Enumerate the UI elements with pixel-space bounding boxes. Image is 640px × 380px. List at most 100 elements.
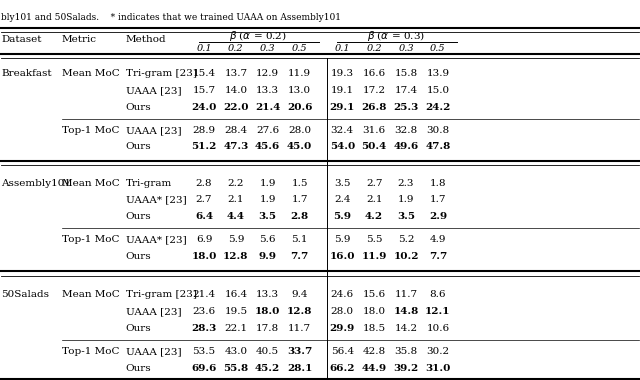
Text: Ours: Ours: [125, 212, 151, 221]
Text: Mean MoC: Mean MoC: [62, 290, 120, 299]
Text: 10.2: 10.2: [393, 252, 419, 261]
Text: 21.4: 21.4: [255, 103, 280, 111]
Text: 49.6: 49.6: [394, 142, 419, 152]
Text: 6.9: 6.9: [196, 235, 212, 244]
Text: 0.3: 0.3: [398, 44, 414, 53]
Text: 3.5: 3.5: [334, 179, 351, 188]
Text: Mean MoC: Mean MoC: [62, 69, 120, 78]
Text: 14.8: 14.8: [394, 307, 419, 316]
Text: 66.2: 66.2: [330, 364, 355, 372]
Text: 19.3: 19.3: [331, 69, 354, 78]
Text: $\beta$ ($\alpha$ = 0.2): $\beta$ ($\alpha$ = 0.2): [229, 29, 287, 43]
Text: 29.1: 29.1: [330, 103, 355, 111]
Text: 19.1: 19.1: [331, 86, 354, 95]
Text: 47.3: 47.3: [223, 142, 248, 152]
Text: $\beta$ ($\alpha$ = 0.3): $\beta$ ($\alpha$ = 0.3): [367, 29, 426, 43]
Text: 28.3: 28.3: [191, 323, 217, 332]
Text: 23.6: 23.6: [193, 307, 216, 316]
Text: 44.9: 44.9: [362, 364, 387, 372]
Text: 4.4: 4.4: [227, 212, 245, 221]
Text: Tri-gram: Tri-gram: [125, 179, 172, 188]
Text: 31.6: 31.6: [363, 126, 386, 135]
Text: 40.5: 40.5: [256, 347, 279, 356]
Text: 2.7: 2.7: [196, 195, 212, 204]
Text: 16.6: 16.6: [363, 69, 386, 78]
Text: 14.0: 14.0: [225, 86, 248, 95]
Text: 0.1: 0.1: [196, 44, 212, 53]
Text: 17.2: 17.2: [363, 86, 386, 95]
Text: UAAA* [23]: UAAA* [23]: [125, 235, 186, 244]
Text: UAAA [23]: UAAA [23]: [125, 86, 181, 95]
Text: Ours: Ours: [125, 323, 151, 332]
Text: 53.5: 53.5: [193, 347, 216, 356]
Text: 5.9: 5.9: [228, 235, 244, 244]
Text: 45.6: 45.6: [255, 142, 280, 152]
Text: 2.1: 2.1: [366, 195, 383, 204]
Text: 42.8: 42.8: [363, 347, 386, 356]
Text: 31.0: 31.0: [425, 364, 451, 372]
Text: 15.6: 15.6: [363, 290, 386, 299]
Text: 15.4: 15.4: [193, 69, 216, 78]
Text: Assembly101: Assembly101: [1, 179, 72, 188]
Text: 50.4: 50.4: [362, 142, 387, 152]
Text: 5.2: 5.2: [398, 235, 414, 244]
Text: 45.2: 45.2: [255, 364, 280, 372]
Text: 13.7: 13.7: [225, 69, 248, 78]
Text: 11.9: 11.9: [288, 69, 311, 78]
Text: 24.2: 24.2: [425, 103, 451, 111]
Text: 30.8: 30.8: [426, 126, 449, 135]
Text: 3.5: 3.5: [397, 212, 415, 221]
Text: Tri-gram [23]: Tri-gram [23]: [125, 69, 196, 78]
Text: 4.2: 4.2: [365, 212, 383, 221]
Text: 28.9: 28.9: [193, 126, 216, 135]
Text: 24.0: 24.0: [191, 103, 217, 111]
Text: 13.3: 13.3: [256, 86, 279, 95]
Text: 39.2: 39.2: [394, 364, 419, 372]
Text: 11.9: 11.9: [362, 252, 387, 261]
Text: 43.0: 43.0: [225, 347, 248, 356]
Text: Ours: Ours: [125, 364, 151, 372]
Text: 15.7: 15.7: [193, 86, 216, 95]
Text: 47.8: 47.8: [425, 142, 451, 152]
Text: 54.0: 54.0: [330, 142, 355, 152]
Text: 26.8: 26.8: [362, 103, 387, 111]
Text: 15.0: 15.0: [426, 86, 449, 95]
Text: 16.0: 16.0: [330, 252, 355, 261]
Text: 2.8: 2.8: [291, 212, 308, 221]
Text: 27.6: 27.6: [256, 126, 279, 135]
Text: 45.0: 45.0: [287, 142, 312, 152]
Text: 55.8: 55.8: [223, 364, 248, 372]
Text: 50Salads: 50Salads: [1, 290, 49, 299]
Text: 2.9: 2.9: [429, 212, 447, 221]
Text: 1.8: 1.8: [429, 179, 446, 188]
Text: 4.9: 4.9: [429, 235, 446, 244]
Text: 7.7: 7.7: [429, 252, 447, 261]
Text: 18.0: 18.0: [255, 307, 280, 316]
Text: Dataset: Dataset: [1, 35, 42, 44]
Text: 5.9: 5.9: [333, 212, 351, 221]
Text: 29.9: 29.9: [330, 323, 355, 332]
Text: 11.7: 11.7: [288, 323, 311, 332]
Text: 33.7: 33.7: [287, 347, 312, 356]
Text: 7.7: 7.7: [291, 252, 308, 261]
Text: 14.2: 14.2: [394, 323, 417, 332]
Text: 2.2: 2.2: [228, 179, 244, 188]
Text: 1.7: 1.7: [291, 195, 308, 204]
Text: 30.2: 30.2: [426, 347, 449, 356]
Text: 0.1: 0.1: [335, 44, 350, 53]
Text: 5.5: 5.5: [366, 235, 383, 244]
Text: 10.6: 10.6: [426, 323, 449, 332]
Text: 21.4: 21.4: [193, 290, 216, 299]
Text: 0.2: 0.2: [228, 44, 244, 53]
Text: 15.8: 15.8: [394, 69, 417, 78]
Text: 17.4: 17.4: [394, 86, 417, 95]
Text: 1.9: 1.9: [259, 179, 276, 188]
Text: Top-1 MoC: Top-1 MoC: [62, 347, 120, 356]
Text: 11.7: 11.7: [394, 290, 417, 299]
Text: 2.1: 2.1: [228, 195, 244, 204]
Text: bly101 and 50Salads.    * indicates that we trained UAAA on Assembly101: bly101 and 50Salads. * indicates that we…: [1, 13, 341, 22]
Text: 32.8: 32.8: [394, 126, 417, 135]
Text: UAAA [23]: UAAA [23]: [125, 307, 181, 316]
Text: 35.8: 35.8: [394, 347, 417, 356]
Text: Ours: Ours: [125, 252, 151, 261]
